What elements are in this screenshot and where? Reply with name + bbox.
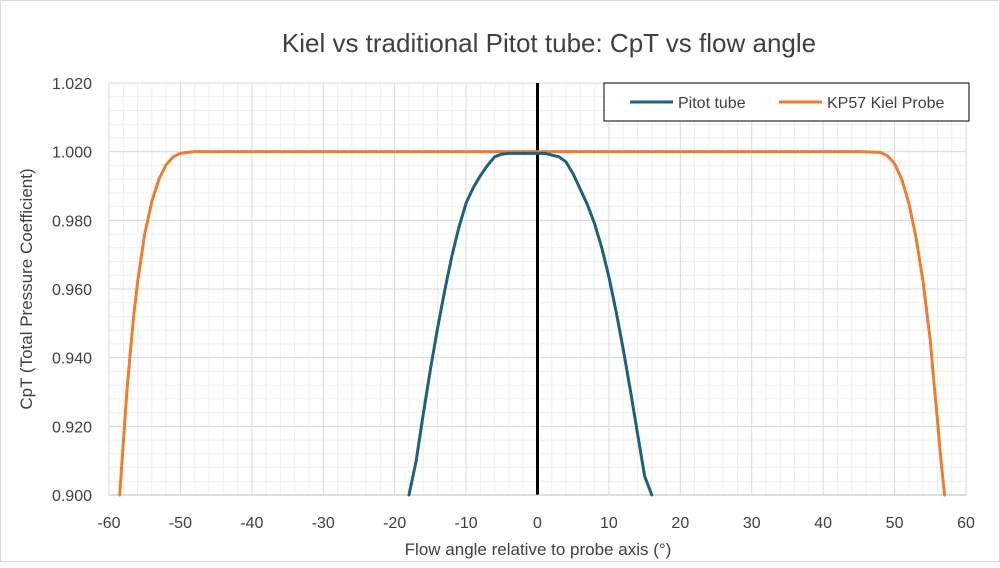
x-tick-label: -40 <box>240 515 263 532</box>
legend-label-kp57-kiel-probe: KP57 Kiel Probe <box>827 95 945 112</box>
series-line-kp57-kiel-probe <box>118 150 947 497</box>
chart-title: Kiel vs traditional Pitot tube: CpT vs f… <box>282 28 816 58</box>
legend-label-pitot-tube: Pitot tube <box>678 95 746 112</box>
x-tick-label: -10 <box>455 515 478 532</box>
y-tick-label: 0.920 <box>52 419 92 436</box>
x-tick-label: 60 <box>957 515 975 532</box>
y-tick-label: 0.980 <box>52 213 92 230</box>
x-tick-label: -20 <box>383 515 406 532</box>
x-tick-label: -60 <box>97 515 120 532</box>
x-tick-label: -50 <box>169 515 192 532</box>
x-axis-tick-labels: -60 -50 -40 -30 -20 -10 0 10 20 30 40 50 60 <box>97 515 975 532</box>
y-tick-label: 0.900 <box>52 488 92 505</box>
x-tick-label: -30 <box>312 515 335 532</box>
y-axis-label: CpT (Total Pressure Coefficient) <box>17 168 36 409</box>
x-tick-label: 40 <box>814 515 832 532</box>
y-axis-tick-labels: 0.900 0.920 0.940 0.960 0.980 1.000 1.020 <box>52 76 92 505</box>
x-tick-label: 20 <box>671 515 689 532</box>
series-layer <box>118 150 947 497</box>
x-tick-label: 50 <box>886 515 904 532</box>
y-tick-label: 0.940 <box>52 351 92 368</box>
x-axis-label: Flow angle relative to probe axis (°) <box>405 540 672 559</box>
x-tick-label: 30 <box>743 515 761 532</box>
y-tick-label: 1.020 <box>52 76 92 93</box>
x-tick-label: 10 <box>600 515 618 532</box>
legend: Pitot tube KP57 Kiel Probe <box>603 82 970 122</box>
series-line-pitot-tube <box>407 151 654 497</box>
y-tick-label: 1.000 <box>52 145 92 162</box>
x-tick-label: 0 <box>533 515 542 532</box>
y-tick-label: 0.960 <box>52 282 92 299</box>
